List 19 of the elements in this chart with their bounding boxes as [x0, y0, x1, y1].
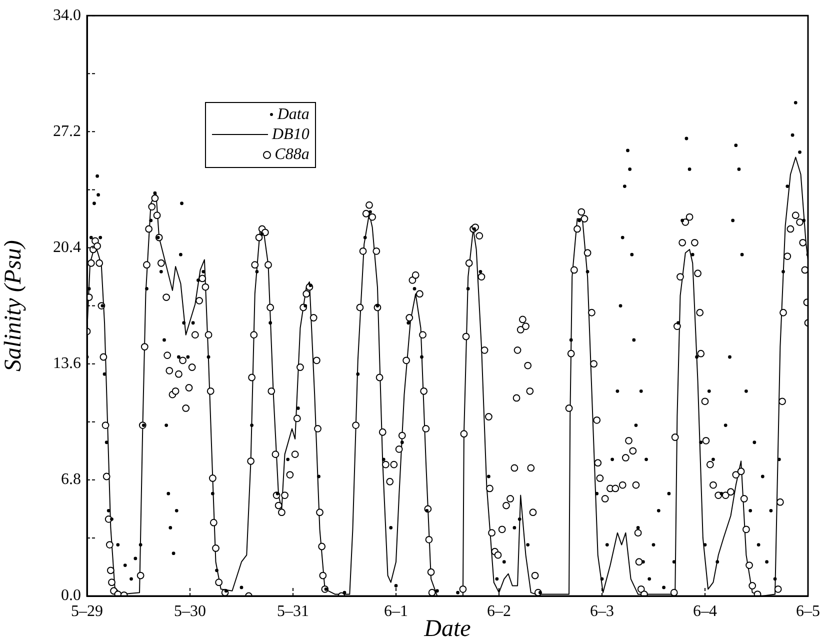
y-tick-label: 6.8 [61, 471, 81, 488]
legend-label: C88a [274, 144, 310, 165]
x-tick-label: 5–29 [71, 602, 103, 620]
x-tick-label: 6–2 [487, 602, 511, 620]
y-tick-label: 27.2 [53, 122, 81, 140]
y-tick-label: 20.4 [53, 238, 81, 256]
legend-label: DB10 [272, 124, 310, 145]
x-tick-label: 6–1 [384, 602, 408, 620]
y-axis-title: Salinity (Psu) [0, 240, 27, 372]
y-tick-label: 13.6 [53, 355, 81, 372]
x-tick-label: 6–3 [590, 602, 614, 620]
legend-label: Data [277, 104, 310, 125]
x-tick-label: 6–4 [693, 602, 717, 620]
y-tick-label: 0.0 [61, 587, 81, 604]
x-tick-label: 5–31 [277, 602, 309, 620]
y-tick-label: 34.0 [53, 6, 81, 24]
x-axis-title: Date [423, 616, 472, 642]
x-tick-label: 6–5 [796, 602, 820, 620]
x-tick-label: 5–30 [174, 602, 206, 620]
